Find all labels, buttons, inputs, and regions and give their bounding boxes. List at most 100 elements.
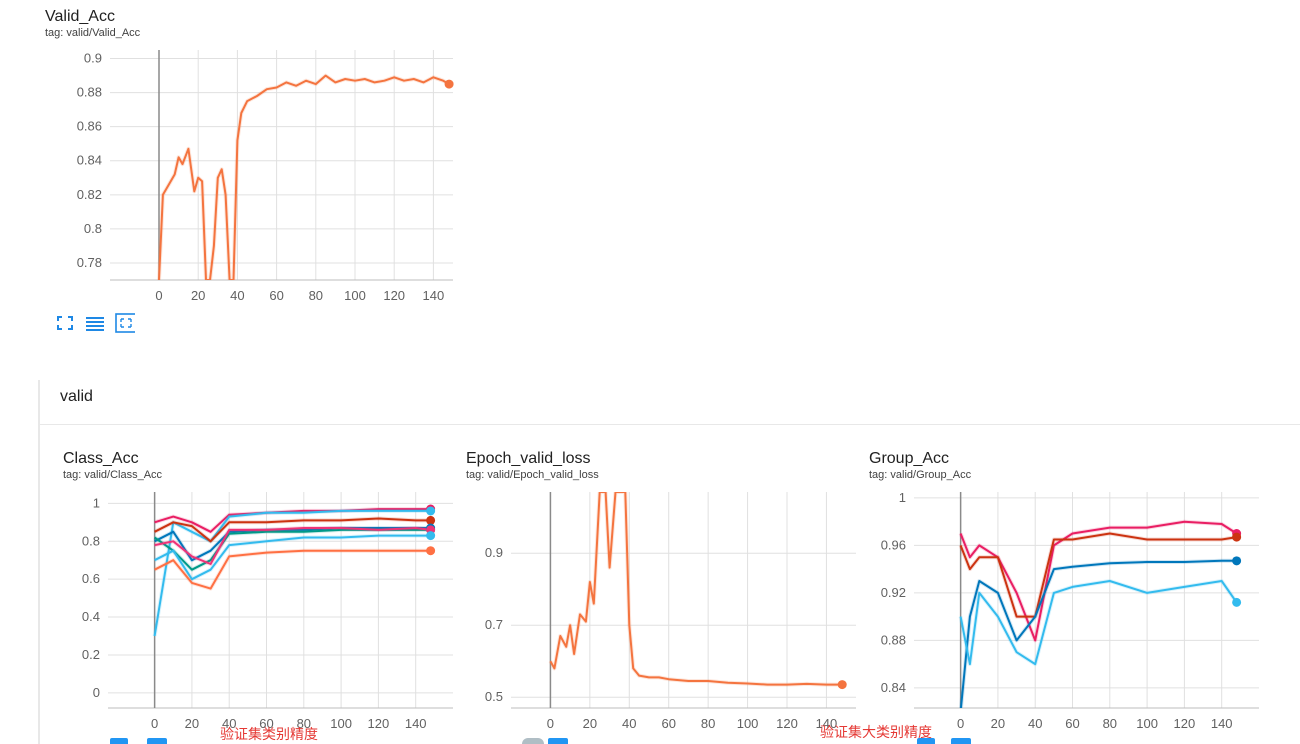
y-tick-label: 0.2: [82, 647, 100, 662]
chart-title: Class_Acc: [63, 450, 139, 467]
x-tick-label: 20: [583, 716, 597, 731]
epoch-valid-loss-card: Epoch_valid_loss tag: valid/Epoch_valid_…: [466, 450, 599, 482]
section-title: valid: [60, 388, 93, 405]
x-tick-label: 40: [622, 716, 636, 731]
section-header[interactable]: valid: [38, 380, 1300, 425]
y-tick-label: 0.88: [881, 632, 906, 647]
x-tick-label: 140: [816, 716, 838, 731]
y-tick-label: 0.96: [881, 537, 906, 552]
series-end-point: [426, 546, 436, 556]
y-tick-label: 0.84: [881, 680, 906, 695]
series-line: [154, 549, 431, 590]
chart-title: Group_Acc: [869, 450, 950, 467]
series-line: [959, 520, 1238, 642]
x-tick-label: 140: [423, 288, 445, 303]
x-tick-label: 0: [547, 716, 554, 731]
series-end-point: [1232, 556, 1242, 566]
toolbar-button-stub[interactable]: [147, 738, 167, 744]
toolbar-button-stub[interactable]: [917, 738, 935, 744]
class-acc-note: 验证集类别精度: [220, 726, 318, 742]
toolbar-button-stub[interactable]: [951, 738, 971, 744]
x-tick-label: 20: [185, 716, 199, 731]
fit-domain-icon[interactable]: [115, 313, 135, 333]
y-tick-label: 0.9: [485, 545, 503, 560]
x-tick-label: 20: [191, 288, 205, 303]
x-tick-label: 100: [1136, 716, 1158, 731]
x-tick-label: 80: [1103, 716, 1117, 731]
series-end-point: [1232, 597, 1242, 607]
series-line: [959, 559, 1237, 708]
chart-toolbar: [55, 313, 135, 333]
valid-acc-card: Valid_Acc tag: valid/Valid_Acc: [45, 8, 140, 40]
x-tick-label: 120: [368, 716, 390, 731]
plot-area: [958, 519, 1239, 708]
chart-tag: tag: valid/Group_Acc: [869, 469, 972, 481]
x-tick-label: 120: [383, 288, 405, 303]
y-tick-label: 0.9: [84, 51, 102, 66]
y-tick-label: 0.78: [77, 255, 102, 270]
toolbar-button-stub[interactable]: [110, 738, 128, 744]
group-acc-note: 验证集大类别精度: [820, 724, 932, 740]
series-end-point: [426, 515, 436, 525]
chart-tag: tag: valid/Valid_Acc: [45, 27, 141, 39]
x-tick-label: 0: [957, 716, 964, 731]
plot-area: [152, 507, 431, 637]
y-tick-label: 0: [93, 685, 100, 700]
epoch-valid-loss-chart[interactable]: 0 20 40 60 80 100 120 140 0.5 0.7 0.9: [466, 490, 866, 734]
chart-title: Valid_Acc: [45, 8, 115, 25]
y-tick-label: 0.84: [77, 153, 102, 168]
series-line: [959, 580, 1238, 666]
x-tick-label: 100: [344, 288, 366, 303]
x-tick-label: 20: [991, 716, 1005, 731]
x-tick-label: 140: [405, 716, 427, 731]
x-tick-label: 0: [151, 716, 158, 731]
y-tick-label: 0.82: [77, 187, 102, 202]
x-tick-label: 60: [259, 716, 273, 731]
y-tick-label: 0.5: [485, 689, 503, 704]
x-tick-label: 80: [309, 288, 323, 303]
toolbar-button-stub[interactable]: [548, 738, 568, 744]
y-tick-label: 1: [899, 490, 906, 505]
series-end-point: [837, 680, 847, 690]
x-tick-label: 40: [1028, 716, 1042, 731]
plot-area: [157, 73, 451, 280]
x-tick-label: 60: [269, 288, 283, 303]
series-end-point: [444, 79, 454, 89]
list-icon[interactable]: [85, 314, 105, 332]
group-acc-card: Group_Acc tag: valid/Group_Acc: [869, 450, 971, 482]
x-tick-label: 120: [776, 716, 798, 731]
valid-acc-chart[interactable]: 0 20 40 60 80 100 120 140 0.78 0.8 0.82 0.84 0.86 0.8…: [45, 48, 460, 306]
series-line: [153, 509, 431, 637]
x-tick-label: 100: [737, 716, 759, 731]
x-tick-label: 100: [330, 716, 352, 731]
plot-area: [548, 492, 843, 687]
x-tick-label: 60: [1065, 716, 1079, 731]
x-tick-label: 60: [661, 716, 675, 731]
series-end-point: [1232, 532, 1242, 542]
series-raw-line: [157, 73, 451, 280]
y-tick-label: 0.88: [77, 85, 102, 100]
chart-tag: tag: valid/Class_Acc: [63, 469, 163, 481]
class-acc-chart[interactable]: 0 20 40 60 80 100 120 140 0 0.2 0.4 0.6 0.8 1: [63, 490, 463, 734]
y-tick-label: 1: [93, 495, 100, 510]
chart-title: Epoch_valid_loss: [466, 450, 591, 467]
y-tick-label: 0.6: [82, 571, 100, 586]
x-tick-label: 40: [230, 288, 244, 303]
x-tick-label: 40: [222, 716, 236, 731]
fullscreen-icon[interactable]: [55, 314, 75, 332]
y-tick-label: 0.8: [84, 221, 102, 236]
series-line: [158, 74, 450, 280]
y-tick-label: 0.8: [82, 533, 100, 548]
x-tick-label: 120: [1174, 716, 1196, 731]
series-line: [549, 492, 843, 686]
series-line: [154, 534, 431, 581]
series-end-point: [426, 506, 436, 516]
group-acc-chart[interactable]: 0 20 40 60 80 100 120 140 0.84 0.88 0.92 0.96 1: [869, 490, 1269, 734]
series-line: [154, 527, 431, 565]
toolbar-button-stub[interactable]: [522, 738, 544, 744]
series-line: [959, 532, 1237, 618]
y-tick-label: 0.92: [881, 585, 906, 600]
x-tick-label: 80: [701, 716, 715, 731]
x-tick-label: 80: [297, 716, 311, 731]
series-end-point: [426, 531, 436, 541]
